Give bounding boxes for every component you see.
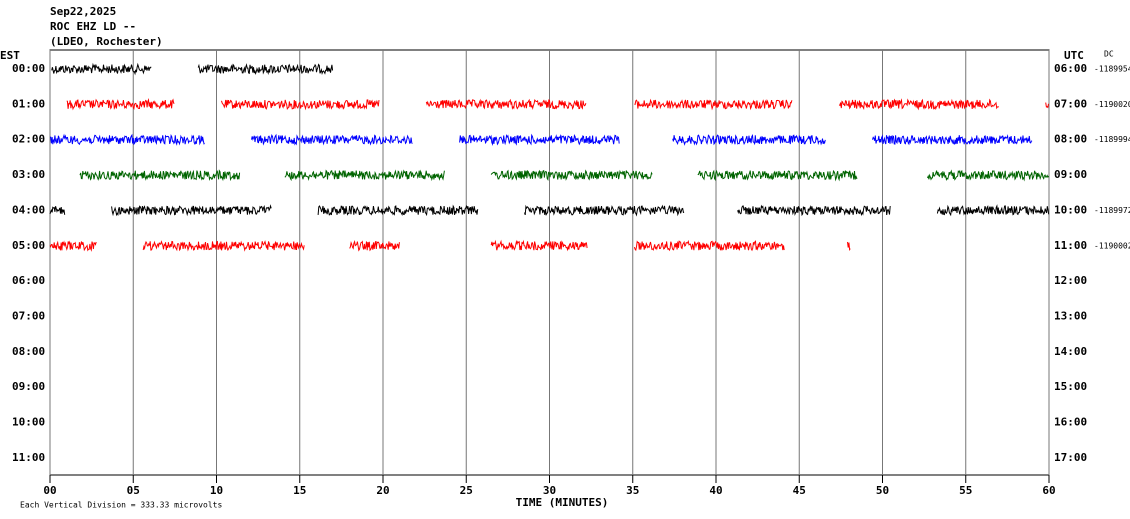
trace-segment bbox=[1045, 102, 1049, 109]
est-label: 01:00 bbox=[12, 97, 45, 110]
x-tick-label: 50 bbox=[876, 484, 889, 497]
trace-segment bbox=[49, 240, 97, 252]
trace-segment bbox=[317, 204, 479, 217]
trace-segment bbox=[221, 99, 380, 111]
trace-segment bbox=[847, 241, 851, 251]
x-tick-label: 35 bbox=[626, 484, 639, 497]
utc-label: 14:00 bbox=[1054, 345, 1087, 358]
utc-label: 09:00 bbox=[1054, 168, 1087, 181]
trace-segment bbox=[633, 239, 785, 252]
trace-segment bbox=[197, 63, 334, 76]
trace-segment bbox=[459, 133, 620, 147]
est-label: 03:00 bbox=[12, 168, 45, 181]
utc-label: 15:00 bbox=[1054, 380, 1087, 393]
dc-value: -1189972 bbox=[1094, 206, 1130, 215]
trace-segment bbox=[672, 134, 826, 146]
est-label: 00:00 bbox=[12, 62, 45, 75]
est-label: 09:00 bbox=[12, 380, 45, 393]
utc-label: 10:00 bbox=[1054, 203, 1087, 216]
trace-segment bbox=[111, 204, 272, 217]
x-tick-label: 40 bbox=[709, 484, 722, 497]
x-tick-label: 20 bbox=[376, 484, 389, 497]
est-label: 08:00 bbox=[12, 345, 45, 358]
trace-segment bbox=[425, 98, 587, 111]
trace-segment bbox=[284, 169, 445, 182]
trace-segment bbox=[490, 239, 588, 252]
x-tick-label: 10 bbox=[210, 484, 223, 497]
trace-segment bbox=[79, 169, 241, 182]
x-tick-label: 15 bbox=[293, 484, 306, 497]
utc-label: 06:00 bbox=[1054, 62, 1087, 75]
utc-label: 07:00 bbox=[1054, 97, 1087, 110]
trace-segment bbox=[49, 206, 66, 215]
dc-value: -1189954 bbox=[1094, 65, 1130, 74]
dc-value: -1190020 bbox=[1094, 100, 1130, 109]
trace-segment bbox=[51, 62, 152, 76]
x-tick-label: 45 bbox=[793, 484, 806, 497]
trace-segment bbox=[49, 133, 205, 146]
x-tick-label: 00 bbox=[43, 484, 56, 497]
x-tick-label: 60 bbox=[1042, 484, 1055, 497]
x-tick-label: 25 bbox=[460, 484, 473, 497]
utc-label: 13:00 bbox=[1054, 310, 1087, 323]
trace-segment bbox=[634, 98, 793, 111]
est-label: 04:00 bbox=[12, 203, 45, 216]
dc-value: -1189994 bbox=[1094, 135, 1130, 144]
x-tick-label: 05 bbox=[127, 484, 140, 497]
trace-segment bbox=[66, 98, 175, 111]
dc-value: -1190002 bbox=[1094, 241, 1130, 250]
trace-segment bbox=[936, 204, 1050, 217]
utc-label: 16:00 bbox=[1054, 416, 1087, 429]
trace-segment bbox=[251, 133, 413, 146]
trace-segment bbox=[872, 134, 1033, 146]
utc-label: 11:00 bbox=[1054, 239, 1087, 252]
est-label: 06:00 bbox=[12, 274, 45, 287]
est-label: 07:00 bbox=[12, 310, 45, 323]
x-tick-label: 30 bbox=[543, 484, 556, 497]
title-line: ROC EHZ LD -- bbox=[50, 20, 136, 33]
x-axis-label: TIME (MINUTES) bbox=[516, 496, 609, 509]
trace-segment bbox=[838, 98, 999, 111]
est-label: 10:00 bbox=[12, 416, 45, 429]
trace-segment bbox=[524, 204, 685, 217]
est-label: 02:00 bbox=[12, 133, 45, 146]
est-label: 05:00 bbox=[12, 239, 45, 252]
trace-segment bbox=[490, 169, 653, 181]
utc-label: 08:00 bbox=[1054, 133, 1087, 146]
utc-label: 12:00 bbox=[1054, 274, 1087, 287]
trace-segment bbox=[737, 204, 891, 217]
x-tick-label: 55 bbox=[959, 484, 972, 497]
right-axis-label: UTC bbox=[1064, 49, 1084, 62]
est-label: 11:00 bbox=[12, 451, 45, 464]
title-line: (LDEO, Rochester) bbox=[50, 35, 163, 48]
title-line: Sep22,2025 bbox=[50, 5, 116, 18]
trace-segment bbox=[697, 169, 858, 182]
left-axis-label: EST bbox=[0, 49, 20, 62]
dc-label: DC bbox=[1104, 50, 1114, 59]
trace-segment bbox=[927, 169, 1050, 182]
utc-label: 17:00 bbox=[1054, 451, 1087, 464]
footnote: Each Vertical Division = 333.33 microvol… bbox=[20, 501, 222, 510]
trace-segment bbox=[142, 240, 305, 252]
trace-segment bbox=[349, 239, 400, 252]
